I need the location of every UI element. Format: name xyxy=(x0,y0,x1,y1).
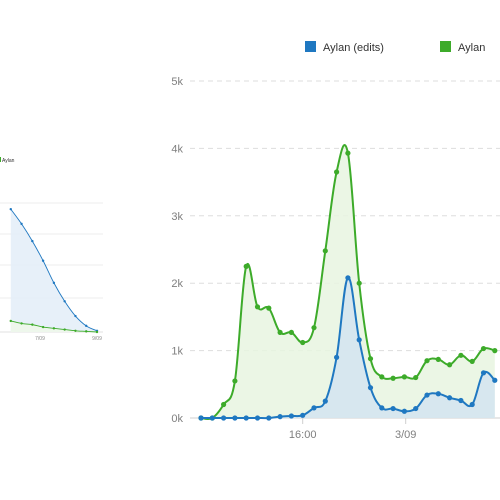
data-point xyxy=(277,329,283,336)
x-tick-label: 16:00 xyxy=(289,429,317,441)
data-point xyxy=(356,337,362,343)
y-tick-label: 5k xyxy=(171,76,183,88)
data-point xyxy=(300,339,306,346)
small-data-point xyxy=(95,330,99,334)
data-point xyxy=(367,356,374,362)
data-point xyxy=(288,329,294,336)
data-point xyxy=(469,401,475,408)
data-point xyxy=(311,325,317,331)
data-point xyxy=(232,415,238,421)
series-area xyxy=(201,277,495,419)
data-point xyxy=(266,305,272,311)
small-data-point xyxy=(41,325,45,329)
data-point xyxy=(243,415,249,421)
small-data-point xyxy=(31,239,34,243)
data-point xyxy=(492,348,498,354)
small-legend: Aylan xyxy=(0,157,15,164)
data-point xyxy=(232,378,238,384)
data-point xyxy=(413,405,419,412)
data-point xyxy=(367,385,374,391)
data-point xyxy=(458,397,464,404)
data-point xyxy=(221,415,227,421)
data-point xyxy=(243,263,249,269)
data-point xyxy=(413,374,419,381)
data-point xyxy=(447,395,453,401)
data-point xyxy=(390,405,396,412)
data-point xyxy=(334,169,340,175)
small-data-point xyxy=(31,323,34,326)
data-point xyxy=(401,374,407,380)
data-point xyxy=(458,352,464,358)
data-point xyxy=(492,377,498,383)
small-data-point xyxy=(52,327,56,330)
data-point xyxy=(254,415,261,421)
data-point xyxy=(390,375,396,381)
small-data-point xyxy=(63,300,66,303)
legend-swatch xyxy=(305,41,316,52)
small-series-area xyxy=(10,320,97,332)
small-x-tick-label: 7/09 xyxy=(35,336,45,342)
y-tick-label: 3k xyxy=(171,211,183,223)
data-point xyxy=(435,391,441,397)
data-point xyxy=(401,408,407,414)
data-point xyxy=(277,414,283,420)
x-tick-label: 3/09 xyxy=(395,429,416,441)
data-point xyxy=(322,398,328,404)
data-point xyxy=(345,275,351,281)
legend-swatch xyxy=(440,41,451,52)
data-point xyxy=(435,356,441,362)
small-data-point xyxy=(74,314,77,318)
small-chart: Aylan 7/09 9/09 xyxy=(0,157,103,342)
data-point xyxy=(480,370,487,376)
y-tick-label: 2k xyxy=(171,278,183,290)
data-point xyxy=(288,413,294,419)
small-data-point xyxy=(85,330,88,333)
small-legend-label: Aylan xyxy=(2,158,15,164)
data-point xyxy=(356,280,362,286)
data-point xyxy=(480,345,487,352)
data-point xyxy=(345,150,351,156)
data-point xyxy=(469,358,475,364)
y-tick-label: 1k xyxy=(171,346,183,358)
data-point xyxy=(379,374,385,380)
data-point xyxy=(209,415,215,421)
data-point xyxy=(221,401,227,408)
data-point xyxy=(334,354,340,360)
small-data-point xyxy=(63,328,66,331)
small-data-point xyxy=(52,281,56,285)
small-data-point xyxy=(85,324,88,328)
data-point xyxy=(311,405,317,411)
data-point xyxy=(424,392,430,398)
small-data-point xyxy=(9,207,12,211)
small-data-point xyxy=(41,259,45,262)
legend: Aylan (edits) Aylan xyxy=(305,41,485,54)
small-data-point xyxy=(20,222,23,226)
data-point xyxy=(300,412,306,418)
small-x-tick-label: 9/09 xyxy=(92,336,102,342)
legend-label: Aylan (edits) xyxy=(323,42,384,54)
data-point xyxy=(322,248,328,254)
small-series-area xyxy=(10,209,97,332)
small-data-point xyxy=(9,319,12,323)
data-point xyxy=(447,362,453,368)
data-point xyxy=(424,358,430,364)
small-legend-swatch xyxy=(0,157,1,162)
data-point xyxy=(254,304,261,310)
y-tick-label: 0k xyxy=(171,413,183,425)
small-data-point xyxy=(74,329,77,332)
data-point xyxy=(198,415,204,421)
data-point xyxy=(266,415,272,421)
legend-label: Aylan xyxy=(458,42,485,54)
small-data-point xyxy=(20,322,23,325)
data-point xyxy=(379,405,385,411)
y-tick-label: 4k xyxy=(171,143,183,155)
